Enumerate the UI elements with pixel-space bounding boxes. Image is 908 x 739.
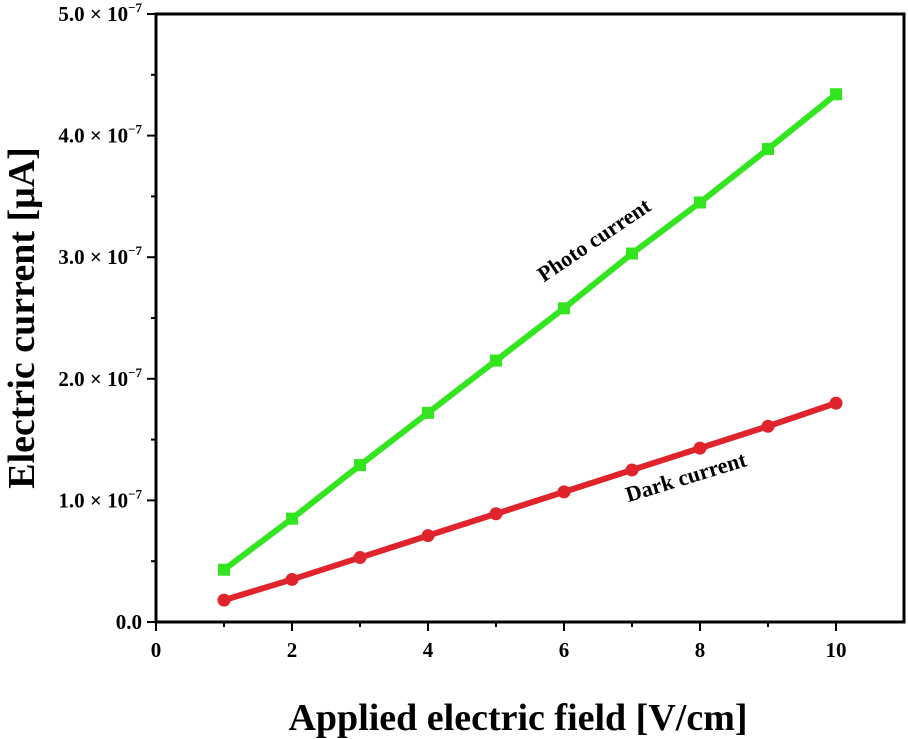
data-point <box>830 88 842 101</box>
data-point <box>762 142 774 155</box>
series-layer <box>217 88 843 607</box>
data-point <box>218 563 230 576</box>
photo-current-label: Photo current <box>533 192 656 286</box>
y-tick-label: 5.0 × 10−7 <box>58 0 142 26</box>
data-point <box>761 419 775 433</box>
y-tick-mantissa: 4.0 × 10 <box>58 124 128 148</box>
y-tick-mantissa: 0.0 <box>116 610 142 634</box>
data-point <box>286 512 298 525</box>
y-tick-label: 3.0 × 10−7 <box>58 243 142 269</box>
x-tick-label: 8 <box>695 638 706 662</box>
data-point <box>626 247 638 260</box>
data-point <box>217 593 231 607</box>
data-point <box>829 396 843 410</box>
data-point <box>422 406 434 419</box>
y-axis-title: Electric current [μA] <box>1 147 43 489</box>
y-tick-exponent: −7 <box>128 122 142 137</box>
series-photo-current <box>218 88 842 576</box>
y-tick-mantissa: 3.0 × 10 <box>58 245 128 269</box>
data-point <box>694 196 706 209</box>
y-tick-exponent: −7 <box>128 0 142 15</box>
y-tick-exponent: −7 <box>128 243 142 258</box>
x-tick-label: 6 <box>559 638 570 662</box>
x-axis-title: Applied electric field [V/cm] <box>288 697 747 739</box>
data-point <box>490 354 502 367</box>
x-axis-ticks: 0 2 4 6 8 10 <box>151 622 847 662</box>
data-point <box>421 529 435 543</box>
series-dark-current <box>217 396 843 607</box>
data-point <box>285 572 299 586</box>
y-tick-exponent: −7 <box>128 365 142 380</box>
series-line <box>221 91 839 573</box>
y-tick-label: 4.0 × 10−7 <box>58 122 142 148</box>
y-tick-mantissa: 5.0 × 10 <box>58 2 128 26</box>
data-point <box>558 302 570 315</box>
y-tick-exponent: −7 <box>128 486 142 501</box>
series-line <box>221 400 839 604</box>
x-tick-label: 0 <box>151 638 162 662</box>
y-tick-mantissa: 2.0 × 10 <box>58 367 128 391</box>
data-point <box>489 507 503 521</box>
data-point <box>625 463 639 477</box>
plot-frame <box>154 12 906 624</box>
y-axis-ticks: 0.01.0 × 10−72.0 × 10−73.0 × 10−74.0 × 1… <box>58 0 156 634</box>
y-tick-label: 1.0 × 10−7 <box>58 486 142 512</box>
x-tick-label: 2 <box>287 638 298 662</box>
y-tick-label: 0.0 <box>116 610 142 634</box>
y-tick-label: 2.0 × 10−7 <box>58 365 142 391</box>
data-point <box>354 459 366 472</box>
x-tick-label: 10 <box>826 638 847 662</box>
data-point <box>557 485 571 499</box>
data-point <box>353 551 367 565</box>
x-tick-label: 4 <box>423 638 434 662</box>
data-point <box>693 441 707 455</box>
y-tick-mantissa: 1.0 × 10 <box>58 488 128 512</box>
